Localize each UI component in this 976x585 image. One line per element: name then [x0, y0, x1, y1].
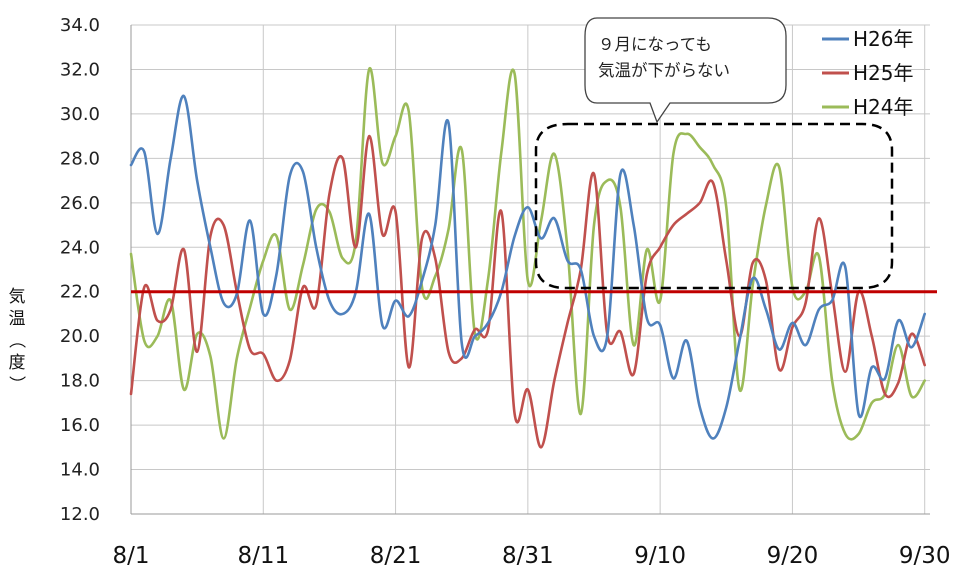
x-axis-ticks: 8/1 8/11 8/21 8/31 9/10 9/20 9/30 [112, 543, 950, 569]
y-tick-label: 18.0 [60, 371, 100, 392]
ylabel-char: 温 [9, 309, 26, 329]
y-axis-label: 気 温 （ 度 ） [6, 287, 26, 393]
y-tick-label: 26.0 [60, 193, 100, 214]
y-tick-label: 20.0 [60, 326, 100, 347]
annotation-callout: ９月になっても 気温が下がらない [584, 17, 787, 124]
series-line-0 [129, 94, 927, 440]
y-tick-label: 16.0 [60, 415, 100, 436]
x-tick-label: 8/31 [502, 543, 554, 569]
x-tick-label: 8/11 [237, 543, 289, 569]
y-axis-ticks: 12.0 14.0 16.0 18.0 20.0 22.0 24.0 26.0 28.0 30.0… [60, 15, 100, 525]
y-tick-label: 32.0 [60, 59, 100, 80]
x-tick-label: 9/20 [767, 543, 819, 569]
legend-label: H25年 [853, 61, 914, 85]
legend-label: H24年 [853, 95, 914, 119]
ylabel-char: 気 [9, 287, 26, 307]
ylabel-char: （ [6, 332, 26, 349]
y-tick-label: 12.0 [60, 504, 100, 525]
y-tick-label: 28.0 [60, 148, 100, 169]
callout-line-2: 気温が下がらない [598, 61, 730, 80]
series-lines [129, 67, 927, 449]
callout-line-1: ９月になっても [598, 35, 712, 54]
series-line-2 [129, 67, 927, 441]
x-tick-label: 9/10 [634, 543, 686, 569]
series-line-1 [129, 134, 927, 449]
ylabel-char: ） [6, 376, 26, 393]
x-tick-label: 8/21 [370, 543, 422, 569]
y-tick-label: 22.0 [60, 282, 100, 303]
y-tick-label: 24.0 [60, 237, 100, 258]
y-tick-label: 30.0 [60, 104, 100, 125]
ylabel-char: 度 [9, 353, 26, 373]
x-tick-label: 8/1 [112, 543, 149, 569]
legend: H26年 H25年 H24年 [822, 27, 914, 119]
highlight-box [534, 122, 894, 290]
legend-label: H26年 [853, 27, 914, 51]
y-tick-label: 14.0 [60, 460, 100, 481]
y-tick-label: 34.0 [60, 15, 100, 36]
x-tick-label: 9/30 [899, 543, 951, 569]
